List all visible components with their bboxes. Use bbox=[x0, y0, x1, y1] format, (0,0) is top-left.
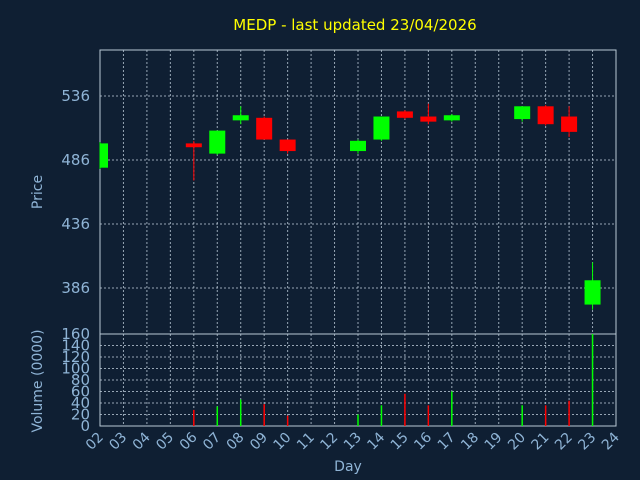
candle bbox=[232, 106, 249, 125]
candle-body bbox=[100, 143, 108, 168]
x-tick-label: 06 bbox=[177, 429, 201, 453]
volume-tick-label: 140 bbox=[61, 337, 90, 355]
candle bbox=[584, 262, 601, 310]
candle-body bbox=[373, 116, 390, 140]
candle-body bbox=[185, 143, 202, 148]
candle-body bbox=[396, 111, 413, 118]
candle-body bbox=[232, 115, 249, 121]
price-axis-label: Price bbox=[30, 175, 46, 209]
volume-tick-label: 0 bbox=[80, 417, 90, 435]
volume-tick-label: 120 bbox=[61, 348, 90, 366]
x-tick-label: 07 bbox=[200, 430, 224, 454]
candle-body bbox=[209, 130, 226, 154]
candle bbox=[279, 139, 296, 154]
x-tick-label: 12 bbox=[317, 430, 341, 454]
x-tick-label: 13 bbox=[341, 430, 365, 454]
volume-bar bbox=[380, 405, 383, 426]
x-tick-label: 08 bbox=[224, 430, 248, 454]
x-tick-label: 20 bbox=[505, 430, 529, 454]
x-tick-label: 03 bbox=[106, 430, 130, 454]
price-panel: 386 436 486 536 bbox=[61, 49, 617, 335]
candle-body bbox=[256, 117, 273, 140]
volume-axis-label: Volume (0000) bbox=[30, 329, 46, 432]
candle bbox=[420, 103, 437, 125]
volume-bar bbox=[263, 404, 265, 426]
volume-bar bbox=[591, 334, 594, 426]
x-tick-label: 24 bbox=[599, 429, 623, 453]
candle-body bbox=[279, 139, 296, 152]
x-tick-label: 05 bbox=[153, 430, 177, 454]
candle-body bbox=[514, 106, 531, 120]
x-axis-label: Day bbox=[334, 459, 362, 475]
x-tick-label: 15 bbox=[388, 430, 412, 454]
x-tick-label: 19 bbox=[482, 430, 506, 454]
candle bbox=[350, 139, 366, 154]
candle-body bbox=[584, 280, 601, 305]
volume-bar bbox=[193, 409, 195, 426]
x-tick-label: 21 bbox=[529, 430, 553, 454]
candle bbox=[561, 106, 578, 137]
x-tick-label: 18 bbox=[458, 430, 482, 454]
candle bbox=[185, 140, 202, 181]
volume-tick-label: 60 bbox=[71, 383, 90, 401]
candle bbox=[99, 142, 108, 169]
candle bbox=[514, 106, 531, 122]
x-tick-label: 09 bbox=[247, 430, 271, 454]
candle-body bbox=[537, 106, 554, 125]
candle bbox=[443, 113, 460, 122]
x-tick-label: 23 bbox=[575, 430, 599, 454]
x-tick-label: 14 bbox=[364, 429, 388, 453]
price-tick-label: 386 bbox=[61, 279, 90, 297]
x-tick-label: 22 bbox=[552, 430, 576, 454]
volume-bar bbox=[357, 414, 359, 426]
price-tick-label: 436 bbox=[61, 215, 90, 233]
volume-bar bbox=[521, 405, 523, 426]
candle bbox=[396, 110, 413, 120]
volume-bar bbox=[568, 400, 570, 426]
volume-bar bbox=[286, 415, 289, 426]
candle bbox=[537, 105, 554, 126]
price-tick-label: 486 bbox=[61, 151, 90, 169]
volume-bar bbox=[404, 393, 406, 426]
volume-bar bbox=[239, 399, 242, 426]
volume-tick-label: 80 bbox=[71, 371, 90, 389]
volume-tick-label: 160 bbox=[61, 325, 90, 343]
x-tick-label: 10 bbox=[271, 430, 295, 454]
candle-body bbox=[420, 116, 437, 122]
price-tick-label: 536 bbox=[61, 87, 90, 105]
candle bbox=[209, 130, 226, 155]
volume-bar bbox=[451, 391, 453, 426]
x-tick-label: 04 bbox=[130, 429, 154, 453]
candle bbox=[373, 116, 390, 141]
volume-tick-label: 40 bbox=[71, 394, 90, 412]
candle-body bbox=[350, 140, 366, 152]
candle-body bbox=[443, 115, 460, 121]
volume-tick-label: 20 bbox=[71, 406, 90, 424]
volume-tick-label: 100 bbox=[61, 360, 90, 378]
candle-body bbox=[561, 116, 578, 132]
candle bbox=[256, 116, 273, 140]
volume-bar bbox=[544, 405, 547, 426]
x-tick-label: 17 bbox=[435, 430, 459, 454]
x-tick-label: 16 bbox=[411, 429, 435, 453]
chart-title: MEDP - last updated 23/04/2026 bbox=[233, 16, 476, 34]
x-tick-label: 11 bbox=[294, 430, 318, 454]
volume-bar bbox=[427, 405, 430, 426]
volume-bar bbox=[216, 406, 219, 426]
